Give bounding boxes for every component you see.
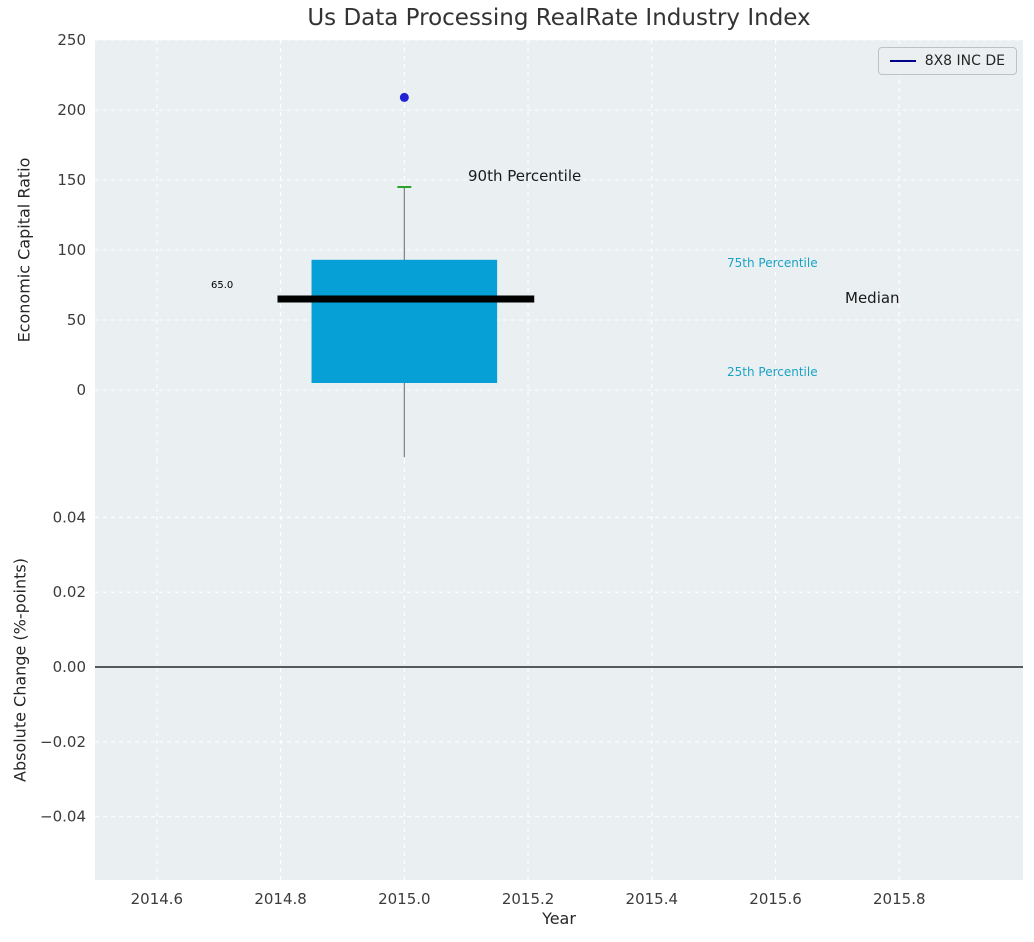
ytick-label-top: 250 — [57, 31, 86, 49]
ytick-label-bottom: 0.00 — [53, 658, 86, 676]
annotation-90th-percentile: 90th Percentile — [468, 167, 582, 185]
xtick-label: 2014.6 — [131, 890, 184, 908]
ytick-label-top: 50 — [67, 311, 86, 329]
median-value-label: 65.0 — [211, 280, 234, 291]
ytick-label-bottom: −0.02 — [40, 733, 86, 751]
xtick-label: 2015.0 — [378, 890, 431, 908]
ytick-label-bottom: 0.04 — [53, 508, 86, 526]
box-iqr — [311, 259, 498, 383]
xtick-label: 2015.4 — [626, 890, 679, 908]
ytick-label-top: 100 — [57, 241, 86, 259]
outlier-point — [399, 92, 409, 102]
legend: 8X8 INC DE — [877, 47, 1017, 75]
ytick-label-top: 200 — [57, 101, 86, 119]
ytick-label-top: 150 — [57, 171, 86, 189]
ytick-label-bottom: 0.02 — [53, 583, 86, 601]
legend-label: 8X8 INC DE — [924, 53, 1005, 69]
xtick-label: 2014.8 — [254, 890, 307, 908]
ytick-label-top: 0 — [76, 381, 86, 399]
annotation-25th-percentile: 25th Percentile — [727, 365, 818, 379]
xtick-label: 2015.2 — [502, 890, 555, 908]
y-axis-label-bottom: Absolute Change (%-points) — [10, 558, 30, 782]
annotation-75th-percentile: 75th Percentile — [727, 256, 818, 270]
y-axis-label-top: Economic Capital Ratio — [14, 157, 34, 343]
ytick-label-bottom: −0.04 — [40, 808, 86, 826]
annotation-median: Median — [845, 289, 900, 307]
xtick-label: 2015.6 — [749, 890, 802, 908]
xtick-label: 2015.8 — [873, 890, 926, 908]
bottom-axes-background — [95, 460, 1023, 880]
x-axis-label: Year — [542, 909, 576, 928]
legend-line-sample — [889, 60, 916, 62]
chart-title: Us Data Processing RealRate Industry Ind… — [307, 5, 811, 31]
